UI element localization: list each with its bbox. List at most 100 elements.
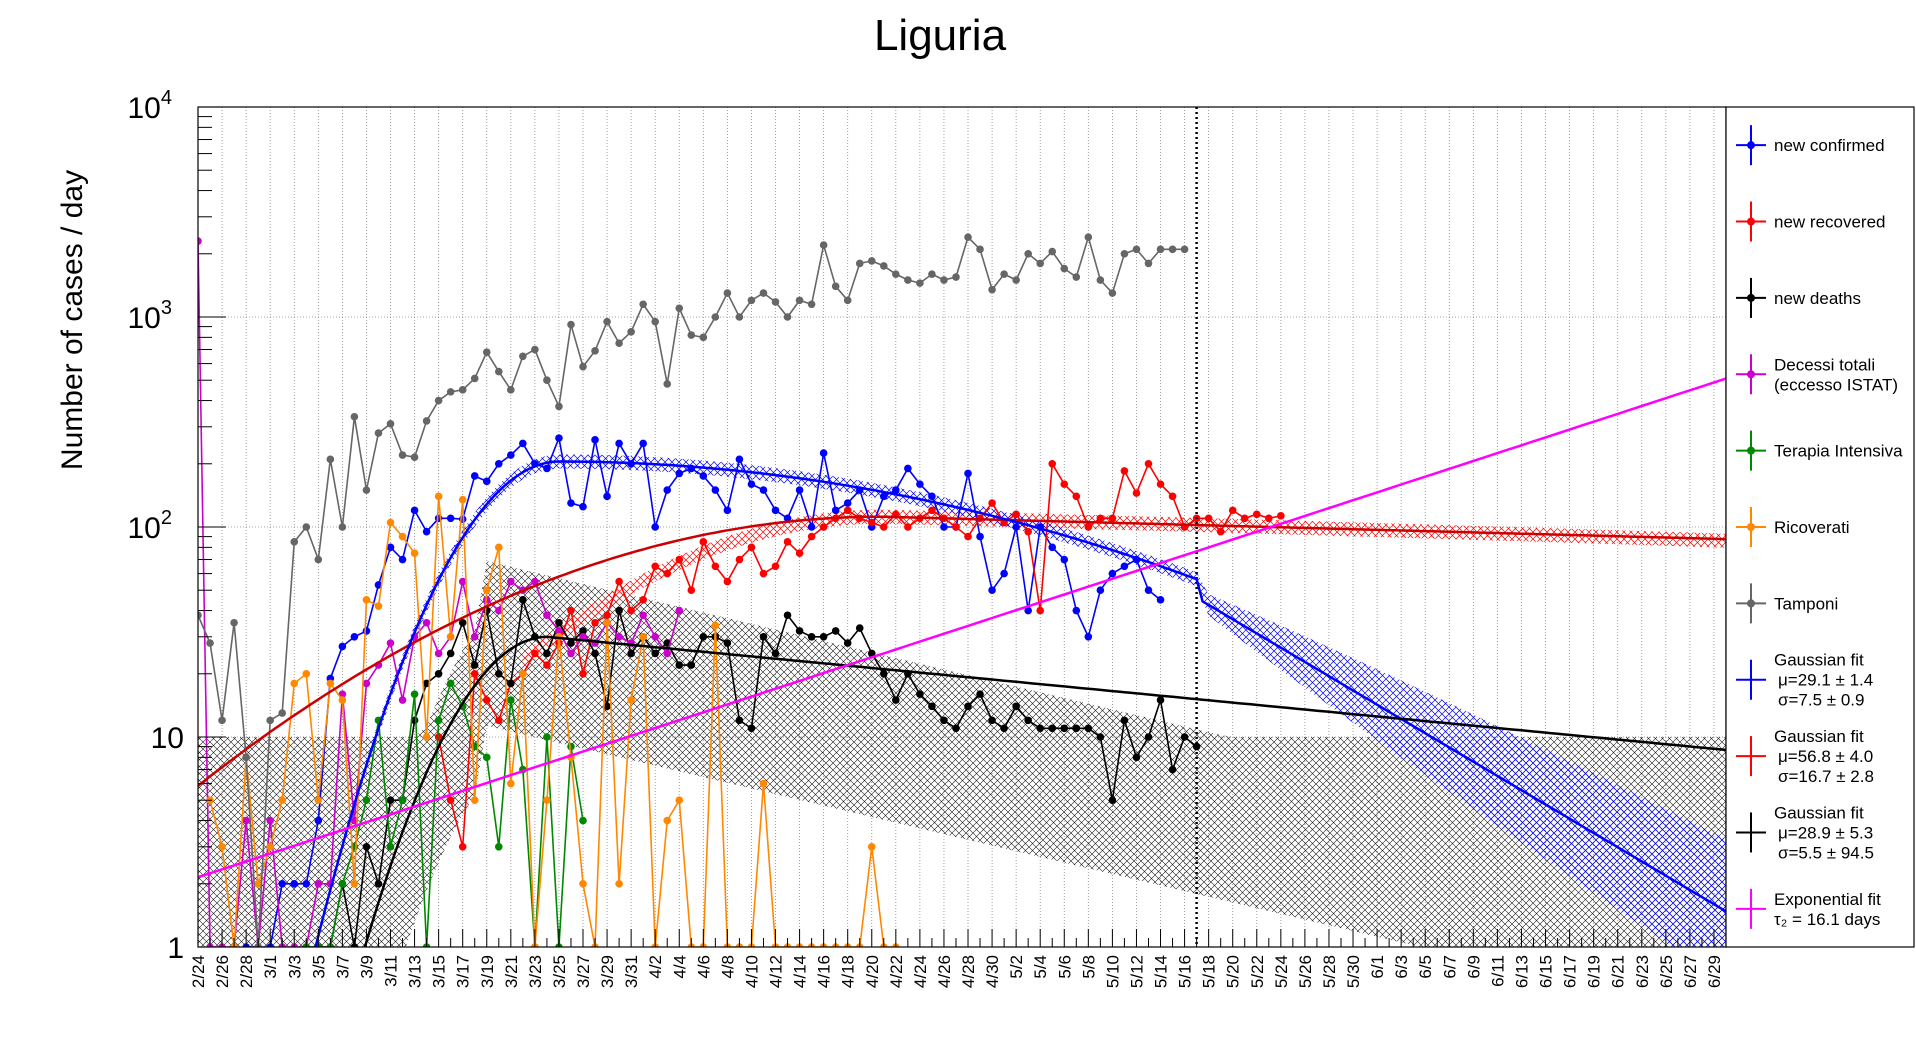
data-point bbox=[976, 245, 984, 254]
data-point bbox=[410, 549, 419, 558]
x-tick-label: 2/26 bbox=[213, 955, 232, 988]
data-point bbox=[302, 523, 311, 531]
data-point bbox=[434, 396, 443, 405]
data-point bbox=[446, 514, 455, 523]
x-tick-label: 3/13 bbox=[406, 955, 425, 988]
data-point bbox=[470, 633, 479, 641]
data-point bbox=[699, 633, 708, 641]
data-point bbox=[663, 649, 672, 658]
data-point bbox=[795, 549, 804, 558]
data-point bbox=[603, 317, 611, 326]
data-point bbox=[555, 402, 563, 411]
data-point bbox=[410, 506, 419, 515]
data-point bbox=[747, 480, 756, 488]
data-point bbox=[1132, 753, 1141, 762]
data-point bbox=[879, 523, 888, 531]
legend-label: Terapia Intensiva bbox=[1774, 442, 1903, 461]
data-point bbox=[338, 879, 347, 888]
data-point bbox=[783, 611, 792, 620]
data-point bbox=[290, 879, 299, 888]
data-point bbox=[1204, 514, 1213, 523]
data-point bbox=[1072, 273, 1081, 281]
data-point bbox=[422, 417, 431, 425]
data-point bbox=[266, 843, 274, 851]
data-point bbox=[386, 639, 395, 647]
data-point bbox=[458, 843, 467, 851]
y-tick-label: 102 bbox=[128, 507, 173, 545]
data-point bbox=[266, 716, 274, 725]
data-point bbox=[230, 618, 238, 627]
data-point bbox=[266, 816, 274, 825]
data-point bbox=[759, 779, 768, 788]
x-tick-label: 6/29 bbox=[1705, 955, 1724, 988]
data-point bbox=[374, 602, 383, 610]
data-point bbox=[507, 679, 515, 688]
data-point bbox=[1024, 249, 1032, 258]
data-point bbox=[543, 464, 551, 473]
data-point bbox=[904, 464, 912, 473]
data-point bbox=[1072, 492, 1081, 501]
data-point bbox=[952, 273, 960, 281]
data-point bbox=[1132, 489, 1141, 497]
legend-label: τ₂ = 16.1 days bbox=[1774, 910, 1880, 929]
data-point bbox=[494, 606, 503, 615]
data-point bbox=[1120, 562, 1129, 571]
data-point bbox=[928, 270, 936, 278]
data-point bbox=[771, 298, 780, 306]
x-tick-label: 3/23 bbox=[526, 955, 545, 988]
data-point bbox=[651, 633, 659, 641]
data-point bbox=[302, 879, 311, 888]
data-point bbox=[988, 716, 996, 725]
x-tick-label: 6/23 bbox=[1633, 955, 1652, 988]
data-point bbox=[1120, 249, 1129, 258]
data-point bbox=[579, 669, 587, 678]
data-point bbox=[651, 649, 659, 658]
data-point bbox=[398, 451, 407, 459]
data-point bbox=[675, 661, 684, 669]
data-point bbox=[278, 796, 287, 805]
data-point bbox=[1216, 527, 1225, 536]
x-tick-label: 3/21 bbox=[502, 955, 521, 988]
data-point bbox=[398, 796, 407, 805]
data-point bbox=[783, 514, 792, 523]
x-tick-label: 5/18 bbox=[1200, 955, 1219, 988]
data-point bbox=[446, 796, 455, 805]
data-point bbox=[567, 320, 575, 329]
x-tick-label: 3/27 bbox=[574, 955, 593, 988]
data-point bbox=[988, 586, 996, 595]
data-point bbox=[374, 879, 383, 888]
data-point bbox=[410, 690, 419, 698]
data-point bbox=[543, 733, 551, 741]
data-point bbox=[879, 669, 888, 678]
data-point bbox=[651, 523, 659, 531]
legend-label: new confirmed bbox=[1774, 136, 1885, 155]
data-point bbox=[952, 724, 960, 733]
data-point bbox=[494, 843, 503, 851]
data-point bbox=[879, 262, 888, 270]
data-point bbox=[627, 649, 635, 658]
data-point bbox=[386, 543, 395, 552]
data-point bbox=[434, 492, 443, 501]
data-point bbox=[398, 555, 407, 564]
x-tick-label: 3/29 bbox=[598, 955, 617, 988]
data-point bbox=[1060, 480, 1069, 488]
x-tick-label: 6/13 bbox=[1512, 955, 1531, 988]
data-point bbox=[374, 429, 383, 437]
data-point bbox=[446, 649, 455, 658]
data-point bbox=[591, 436, 599, 444]
data-point bbox=[699, 538, 708, 546]
data-point bbox=[422, 733, 431, 741]
x-tick-label: 4/28 bbox=[959, 955, 978, 988]
data-point bbox=[1048, 247, 1057, 256]
data-point bbox=[1168, 245, 1177, 254]
data-point bbox=[543, 796, 551, 805]
data-point bbox=[482, 696, 491, 704]
data-point bbox=[675, 555, 684, 564]
data-point bbox=[771, 506, 780, 515]
x-tick-label: 5/22 bbox=[1248, 955, 1267, 988]
data-point bbox=[1060, 264, 1069, 273]
data-point bbox=[831, 282, 840, 291]
x-tick-label: 6/15 bbox=[1537, 955, 1556, 988]
data-point bbox=[1120, 716, 1129, 725]
